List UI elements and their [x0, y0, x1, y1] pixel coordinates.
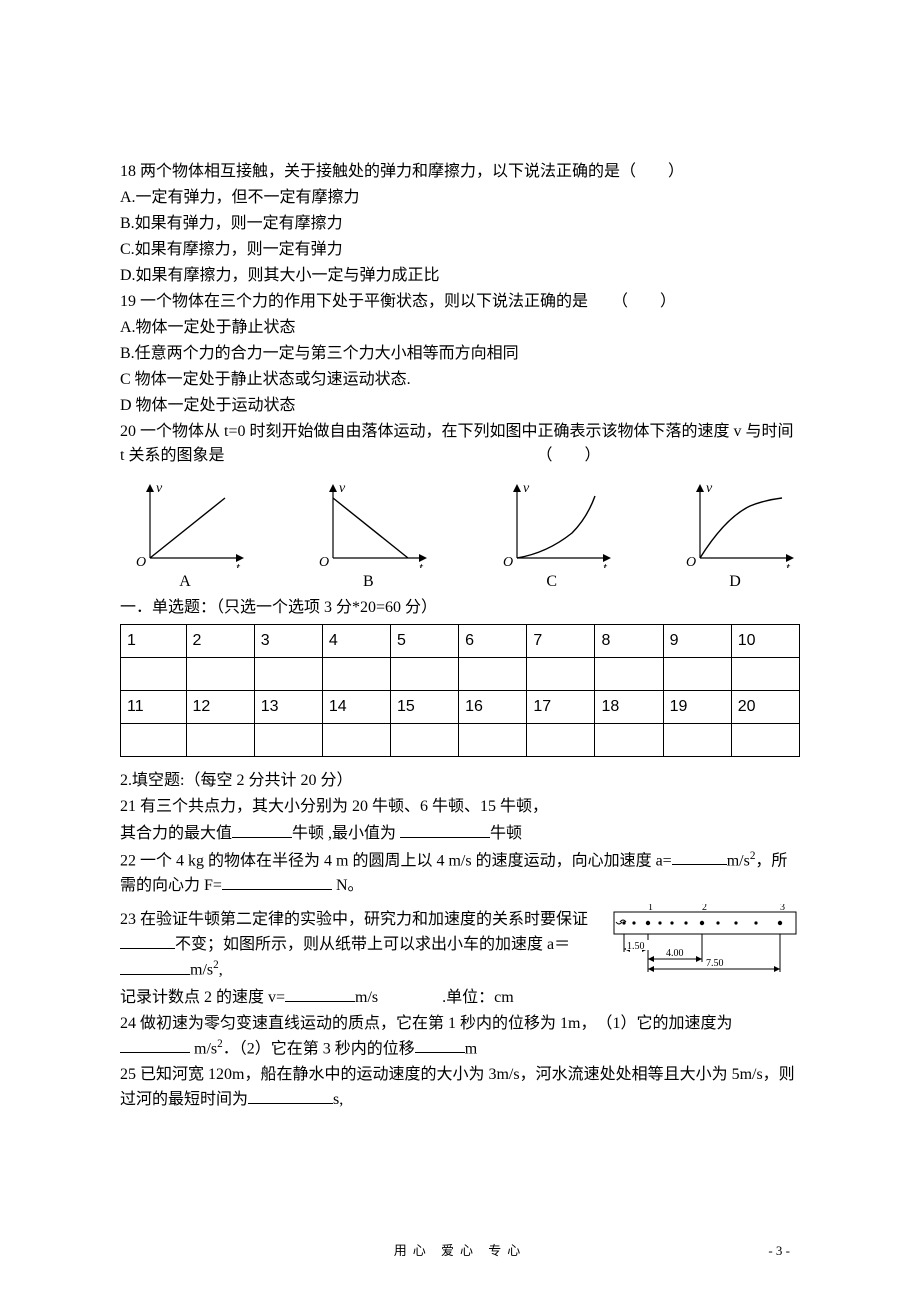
q24: 24 做初速为零匀变速直线运动的质点，它在第 1 秒内的位移为 1m， （1）它…	[120, 1012, 800, 1061]
q19-optA: A.物体一定处于静止状态	[120, 316, 800, 340]
svg-text:O: O	[136, 555, 146, 568]
chart-A: v O t	[120, 478, 250, 568]
svg-text:t: t	[419, 561, 424, 568]
svg-text:O: O	[503, 555, 513, 568]
q25: 25 已知河宽 120m，船在静水中的运动速度的大小为 3m/s，河水流速处处相…	[120, 1063, 800, 1112]
q21-line2: 其合力的最大值牛顿 ,最小值为 牛顿	[120, 821, 800, 846]
blank	[222, 873, 332, 890]
q19-stem: 19 一个物体在三个力的作用下处于平衡状态，则以下说法正确的是 （ ）	[120, 290, 800, 314]
q21-line1: 21 有三个共点力，其大小分别为 20 牛顿、6 牛顿、15 牛顿，	[120, 795, 800, 819]
q20-charts: v O t A v O t B v O t C	[120, 478, 800, 594]
chart-D: v O t	[670, 478, 800, 568]
blank	[400, 821, 490, 838]
q18-stem: 18 两个物体相互接触，关于接触处的弹力和摩擦力，以下说法正确的是（ ）	[120, 160, 800, 184]
q18-optA: A.一定有弹力，但不一定有摩擦力	[120, 186, 800, 210]
svg-text:3: 3	[780, 904, 785, 913]
svg-text:1.50: 1.50	[627, 941, 645, 952]
q18-optB: B.如果有弹力，则一定有摩擦力	[120, 212, 800, 236]
q19-optD: D 物体一定处于运动状态	[120, 394, 800, 418]
q20-stem: 20 一个物体从 t=0 时刻开始做自由落体运动，在下列如图中正确表示该物体下落…	[120, 420, 800, 468]
svg-text:O: O	[686, 555, 696, 568]
section1-title: 一．单选题：（只选一个选项 3 分*20=60 分）	[120, 596, 800, 620]
svg-text:1: 1	[648, 904, 653, 913]
table-row	[121, 724, 800, 757]
svg-text:v: v	[339, 481, 346, 496]
blank	[248, 1087, 333, 1104]
svg-text:2: 2	[702, 904, 707, 913]
chart-C: v O t	[487, 478, 617, 568]
blank	[672, 848, 727, 865]
blank	[120, 932, 175, 949]
table-row: 1112131415 1617181920	[121, 691, 800, 724]
table-row	[121, 658, 800, 691]
svg-text:v: v	[523, 481, 530, 496]
q18-optD: D.如果有摩擦力，则其大小一定与弹力成正比	[120, 264, 800, 288]
tape-figure: 1 2 3 1.50 4.00 7.50	[610, 904, 800, 990]
blank	[232, 821, 292, 838]
chart-B: v O t	[303, 478, 433, 568]
page-footer: 用心 爱心 专心 - 3 -	[0, 1241, 920, 1261]
blank	[415, 1036, 465, 1053]
section2-title: 2.填空题:（每空 2 分共计 20 分）	[120, 769, 800, 793]
q18-optC: C.如果有摩擦力，则一定有弹力	[120, 238, 800, 262]
blank	[120, 958, 190, 975]
svg-text:7.50: 7.50	[706, 958, 724, 969]
svg-text:4.00: 4.00	[666, 948, 684, 959]
svg-text:v: v	[706, 481, 713, 496]
table-row: 12345 678910	[121, 625, 800, 658]
svg-text:t: t	[786, 561, 791, 568]
svg-text:t: t	[236, 561, 241, 568]
answer-table: 12345 678910 1112131415 1617181920	[120, 624, 800, 757]
svg-text:O: O	[319, 555, 329, 568]
q19-optB: B.任意两个力的合力一定与第三个力大小相等而方向相同	[120, 342, 800, 366]
svg-text:v: v	[156, 481, 163, 496]
svg-text:t: t	[603, 561, 608, 568]
blank	[120, 1036, 190, 1053]
blank	[285, 985, 355, 1002]
q19-optC: C 物体一定处于静止状态或匀速运动状态.	[120, 368, 800, 392]
q22: 22 一个 4 kg 的物体在半径为 4 m 的圆周上以 4 m/s 的速度运动…	[120, 848, 800, 898]
